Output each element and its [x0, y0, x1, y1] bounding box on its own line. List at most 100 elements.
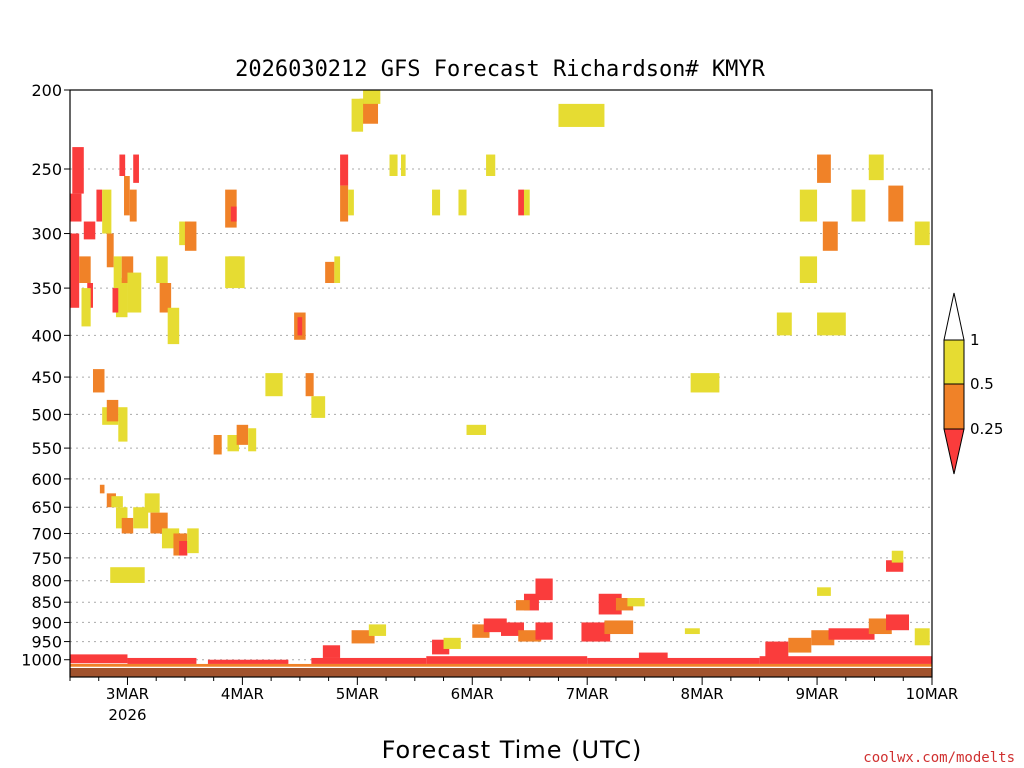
x-tick-5MAR: 5MAR — [336, 685, 379, 703]
cell-6 — [81, 288, 91, 327]
cell-10 — [113, 256, 122, 289]
cell-95 — [535, 622, 553, 640]
cell-117 — [426, 656, 588, 664]
cell-103 — [638, 652, 668, 662]
cell-7 — [96, 189, 103, 222]
cell-63 — [401, 154, 406, 177]
y-tick-950: 950 — [31, 633, 62, 652]
cell-76 — [822, 221, 838, 251]
cell-49 — [265, 373, 283, 397]
cell-8 — [102, 189, 112, 234]
cell-35 — [115, 507, 128, 529]
cell-83 — [886, 560, 904, 572]
cell-79 — [868, 154, 884, 181]
y-tick-350: 350 — [31, 279, 62, 298]
cell-109 — [886, 614, 910, 631]
legend-label-2: 0.25 — [970, 420, 1003, 438]
heatmap-cells — [70, 90, 932, 667]
y-tick-300: 300 — [31, 225, 62, 244]
cell-57 — [325, 261, 335, 284]
x-tick-year: 2026 — [108, 706, 146, 724]
cell-51 — [297, 317, 303, 336]
cell-32 — [99, 484, 105, 494]
cell-105 — [788, 637, 812, 653]
cell-55 — [340, 185, 349, 222]
cell-59 — [359, 98, 379, 124]
x-tick-3MAR: 3MAR — [106, 685, 149, 703]
y-axis: 200 250 300 350 400 450 500 550 600 650 700 750 800 8… — [21, 81, 70, 670]
y-tick-750: 750 — [31, 549, 62, 568]
cell-47 — [236, 424, 249, 445]
cell-25 — [230, 206, 237, 222]
cell-97 — [604, 620, 634, 635]
cell-3 — [70, 233, 80, 308]
cell-85 — [535, 578, 553, 601]
colorbar-legend: 1 0.5 0.25 — [943, 292, 1003, 475]
cell-23 — [184, 221, 197, 251]
cell-13 — [121, 256, 134, 284]
cell-54 — [340, 154, 349, 186]
cell-11 — [115, 277, 128, 318]
y-tick-700: 700 — [31, 524, 62, 543]
cell-61 — [363, 90, 381, 104]
cell-87 — [515, 600, 530, 611]
cell-94 — [518, 630, 542, 642]
cell-66 — [486, 154, 496, 177]
cell-33 — [106, 493, 116, 508]
x-axis: 3MAR 2026 4MAR 5MAR 6MAR 7MAR 8MAR 9MAR 10MAR — [69, 677, 958, 724]
y-tick-600: 600 — [31, 470, 62, 489]
plot-frame — [69, 89, 933, 678]
cell-53 — [311, 396, 326, 418]
cell-18 — [133, 154, 139, 183]
cell-72 — [776, 312, 792, 336]
cell-90 — [627, 598, 645, 607]
x-tick-9MAR: 9MAR — [795, 685, 838, 703]
cell-80 — [888, 185, 904, 222]
cell-99 — [443, 637, 461, 649]
x-tick-8MAR: 8MAR — [681, 685, 724, 703]
y-tick-250: 250 — [31, 160, 62, 179]
cell-73 — [799, 189, 818, 222]
cell-120 — [70, 663, 932, 667]
legend-label-1: 0.5 — [970, 375, 994, 393]
x-axis-label: Forecast Time (UTC) — [382, 736, 643, 764]
cell-107 — [828, 628, 875, 640]
cell-16 — [124, 176, 130, 216]
cell-100 — [322, 645, 341, 658]
y-tick-900: 900 — [31, 613, 62, 632]
cell-81 — [914, 221, 930, 246]
cell-42 — [179, 540, 188, 556]
cell-30 — [118, 407, 128, 442]
cell-15 — [119, 154, 126, 177]
y-tick-850: 850 — [31, 593, 62, 612]
y-tick-550: 550 — [31, 439, 62, 458]
cell-36 — [121, 517, 134, 534]
cell-1 — [70, 193, 82, 222]
cell-52 — [305, 373, 314, 397]
y-tick-200: 200 — [31, 81, 62, 100]
credit-text: coolwx.com/modelts — [863, 750, 1015, 766]
legend-swatch-0-5-1 — [943, 339, 965, 385]
cell-43 — [187, 528, 199, 554]
cell-62 — [389, 154, 398, 177]
cell-14 — [127, 272, 142, 313]
x-tick-7MAR: 7MAR — [566, 685, 609, 703]
cell-4 — [79, 256, 91, 284]
cell-112 — [684, 628, 700, 635]
legend-swatch-lt-0-25 — [943, 428, 965, 475]
cell-111 — [817, 587, 831, 596]
cell-9 — [106, 233, 114, 268]
cell-116 — [311, 657, 427, 664]
cell-37 — [133, 507, 149, 529]
cell-31 — [92, 369, 105, 393]
cell-44 — [110, 567, 145, 583]
cell-20 — [159, 283, 172, 313]
y-tick-400: 400 — [31, 326, 62, 345]
cell-114 — [127, 657, 197, 664]
cell-19 — [156, 256, 168, 284]
gridlines — [70, 89, 932, 661]
cell-74 — [799, 256, 818, 284]
cell-69 — [558, 103, 605, 127]
cell-110 — [914, 628, 930, 646]
